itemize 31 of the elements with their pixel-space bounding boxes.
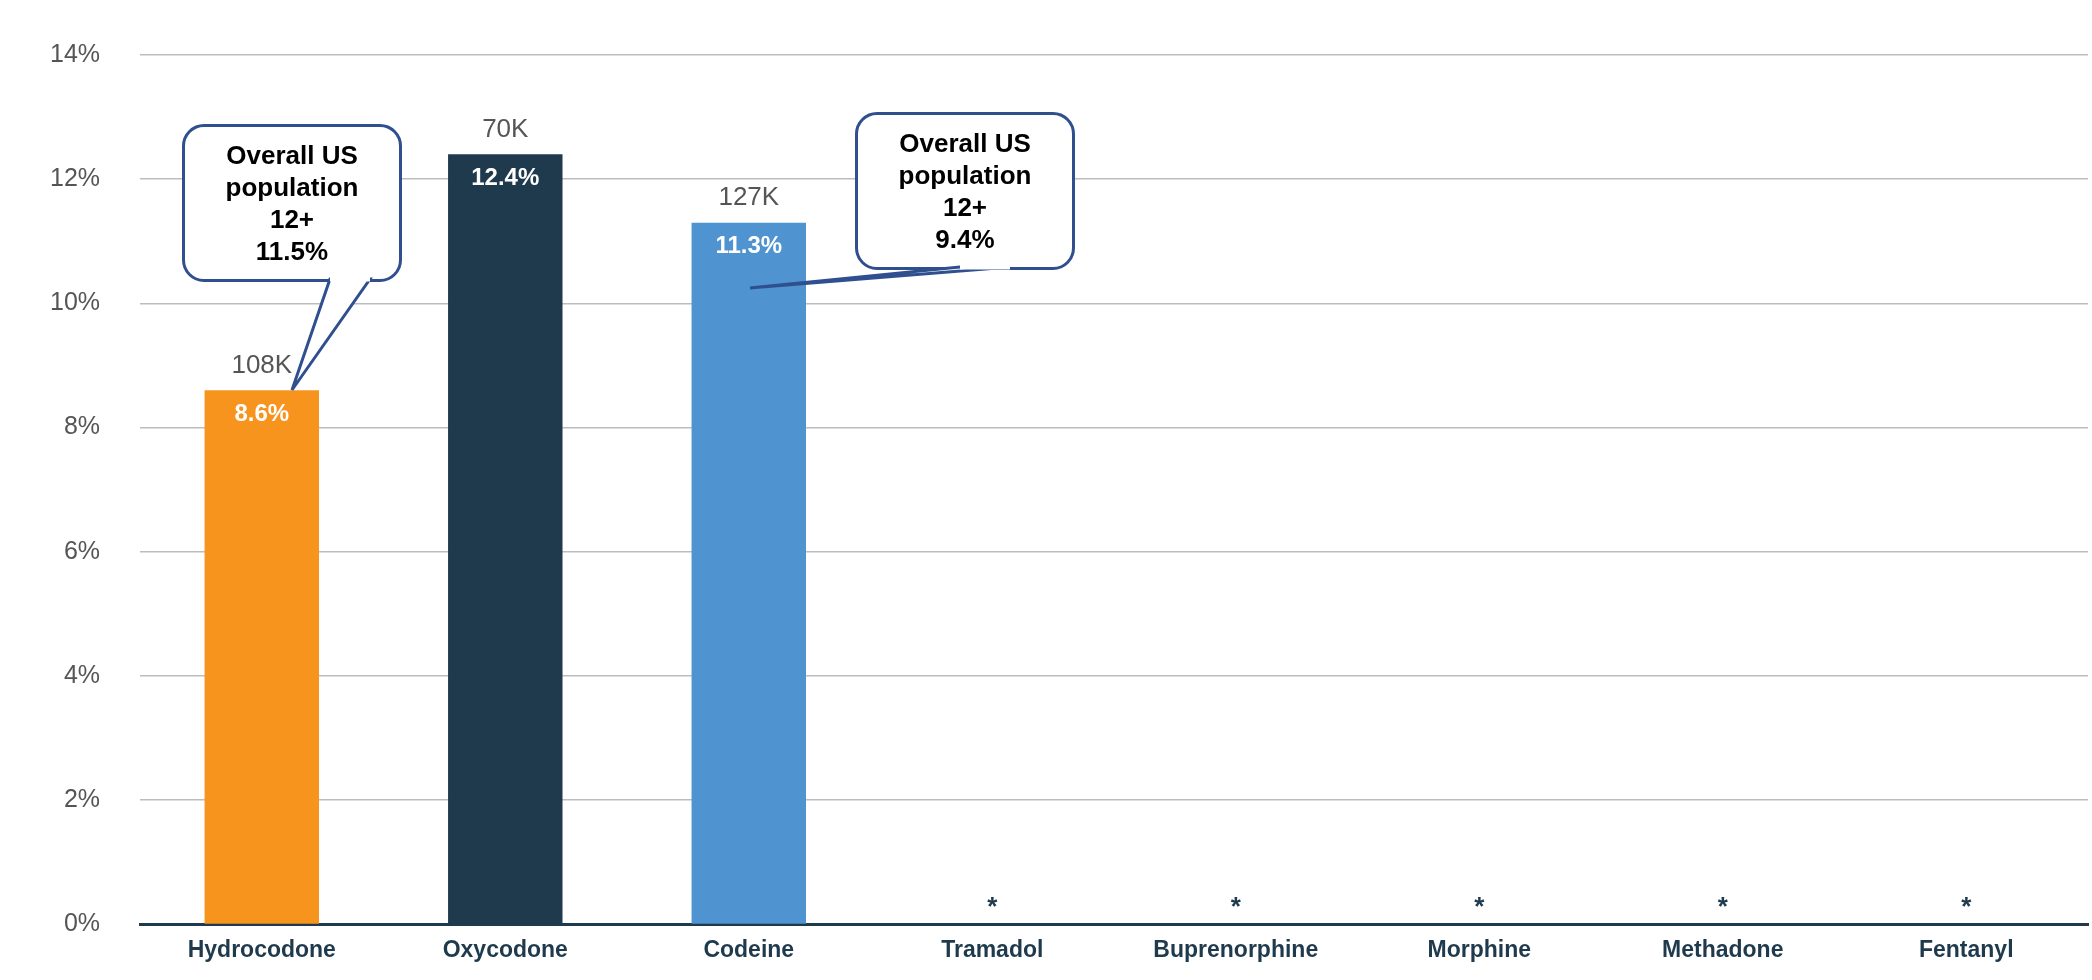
annotation: Overall US population 12+ 11.5%: [182, 124, 402, 282]
data-label: 12.4%: [471, 162, 540, 190]
y-tick-label: 4%: [63, 659, 101, 688]
data-label: 8.6%: [234, 398, 290, 426]
text: *: [987, 890, 998, 921]
annotation: 108K: [231, 348, 293, 379]
text: *: [1230, 890, 1241, 921]
x-tick-label: Hydrocodone: [187, 935, 336, 962]
x-tick-label: Codeine: [703, 935, 795, 962]
annotation: 127K: [718, 180, 780, 211]
y-tick-label: 8%: [63, 411, 101, 440]
annotation: Overall US population 12+ 9.4%: [855, 112, 1075, 270]
y-tick-label: 14%: [49, 38, 101, 67]
x-tick-label: Fentanyl: [1918, 935, 2014, 962]
text: *: [1717, 890, 1728, 921]
annotation: 70K: [482, 112, 530, 143]
x-tick-label: Tramadol: [941, 935, 1044, 962]
bar: [691, 222, 806, 924]
data-label: 11.3%: [715, 231, 783, 259]
y-tick-label: 2%: [63, 784, 101, 813]
x-tick-label: Methadone: [1662, 935, 1784, 962]
bar: [204, 390, 320, 924]
text: *: [1474, 890, 1485, 921]
text: *: [1961, 890, 1972, 921]
x-tick-label: Oxycodone: [442, 935, 568, 962]
x-tick-label: Morphine: [1427, 935, 1532, 962]
y-tick-label: 10%: [49, 287, 101, 316]
y-tick-label: 0%: [63, 908, 101, 937]
x-tick-label: Buprenorphine: [1153, 935, 1319, 962]
y-tick-label: 6%: [63, 535, 101, 564]
y-tick-label: 12%: [49, 163, 101, 192]
